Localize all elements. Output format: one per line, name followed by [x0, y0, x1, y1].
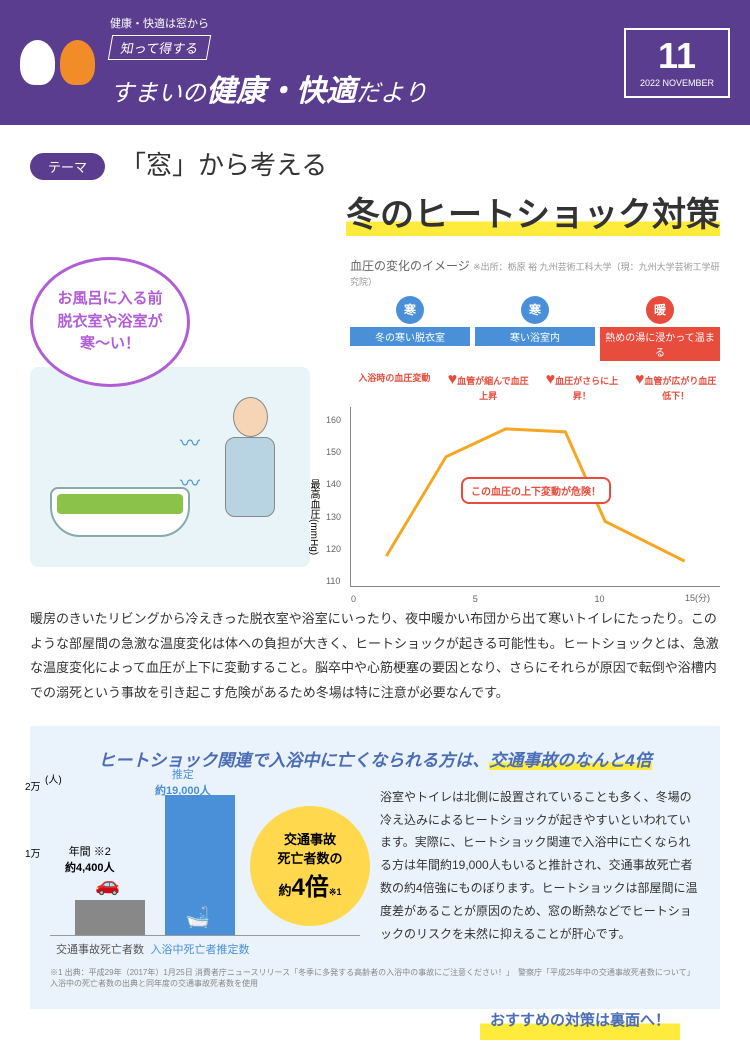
bar-caption-1: 交通事故死亡者数 [50, 941, 150, 957]
heart-icon: ♥ [546, 371, 556, 388]
phase-badge-cold-icon: 寒 [521, 296, 549, 324]
theme-row: テーマ 「窓」から考える [30, 145, 720, 182]
y-tick: 110 [326, 576, 340, 586]
y-tick: 130 [326, 512, 341, 522]
bp-label-1: ♥血管が縮んで血圧上昇 [444, 371, 533, 402]
illustration-row: お風呂に入る前 脱衣室や浴室が 寒〜い！ 〰 〰 [30, 257, 720, 587]
mascot-white-icon [20, 40, 55, 85]
circle-line2: 死亡者数の [277, 848, 342, 867]
person-body [225, 437, 275, 517]
shiver-mark-icon: 〰 [180, 427, 200, 456]
chart-title: 血圧の変化のイメージ ※出所：栃原 裕 九州芸術工科大学（現：九州大学芸術工学研… [350, 257, 720, 288]
header-date-box: 11 2022 NOVEMBER [624, 28, 730, 98]
header-small-text: 健康・快適は窓から [110, 15, 624, 31]
phase-label-3: 熱めの湯に浸かって温まる [600, 327, 720, 361]
y-tick: 140 [326, 479, 341, 489]
y-tick: 150 [326, 447, 341, 457]
bar-1-top: 年間 ※2 約4,400人 [65, 843, 115, 875]
heart-icon: ♥ [448, 371, 458, 388]
x-tick: 0 [351, 594, 356, 604]
bp-line-chart: 最高血圧(mmHg) 110 120 130 140 150 160 この血圧の… [350, 407, 720, 587]
bp-label-3: ♥血管が広がり血圧低下！ [631, 371, 720, 402]
y-mark-2: 2万 [25, 778, 41, 793]
phase-3: 暖 熱めの湯に浸かって温まる [600, 296, 720, 361]
shiver-mark-icon: 〰 [180, 467, 200, 496]
bp-chart-area: 血圧の変化のイメージ ※出所：栃原 裕 九州芸術工科大学（現：九州大学芸術工学研… [350, 257, 720, 587]
y-unit: (人) [45, 771, 62, 786]
blue-section-title: ヒートショック関連で入浴中に亡くなられる方は、交通事故のなんと4倍 [50, 746, 700, 771]
comparison-bar-chart: (人) 1万 2万 🚗 年間 ※2 約4,400人 🛁 [50, 786, 360, 957]
header-banner: 健康・快適は窓から 知って得する すまいの健康・快適だより 11 2022 NO… [0, 0, 750, 125]
bar-bath: 🛁 [165, 795, 235, 935]
phase-1: 寒 冬の寒い脱衣室 [350, 296, 470, 361]
phase-label-1: 冬の寒い脱衣室 [350, 327, 470, 346]
bubble-line1: お風呂に入る前 [57, 290, 162, 307]
y-tick: 160 [326, 415, 341, 425]
phase-labels: 寒 冬の寒い脱衣室 寒 寒い浴室内 暖 熱めの湯に浸かって温まる [350, 296, 720, 361]
bp-label-2: ♥血圧がさらに上昇！ [538, 371, 627, 402]
theme-badge: テーマ [30, 153, 105, 180]
header-tagline: 知って得する [108, 35, 212, 60]
phase-badge-warm-icon: 暖 [646, 296, 674, 324]
header-title-a: すまいの [110, 80, 206, 107]
content: テーマ 「窓」から考える 冬のヒートショック対策 お風呂に入る前 脱衣室や浴室が… [0, 125, 750, 1060]
mascot-orange-icon [60, 40, 95, 85]
person-head [233, 397, 268, 437]
x-tick: 5 [473, 594, 478, 604]
bathtub-water [57, 494, 183, 514]
circle-line1: 交通事故 [284, 829, 336, 848]
footer-cta: おすすめの対策は裏面へ！ [480, 999, 680, 1040]
chart-annotation: この血圧の上下変動が危険！ [461, 477, 611, 504]
bp-side-label: 入浴時の血圧変動 [350, 371, 439, 402]
blue-text-column: 浴室やトイレは北側に設置されていることも多く、冬場の冷え込みによるヒートショック… [380, 786, 700, 957]
y-axis-label: 最高血圧(mmHg) [306, 479, 321, 555]
page: 健康・快適は窓から 知って得する すまいの健康・快適だより 11 2022 NO… [0, 0, 750, 1060]
chart-title-text: 血圧の変化のイメージ [350, 259, 470, 273]
bubble-line3: 寒〜い！ [80, 335, 140, 352]
bar-2-top: 推定 約19,000人 [155, 766, 211, 798]
source-note: ※1 出典：平成29年（2017年）1月25日 消費者庁ニュースリリース「冬季に… [50, 967, 700, 989]
y-tick: 120 [326, 544, 341, 554]
header-text: 健康・快適は窓から 知って得する すまいの健康・快適だより [110, 15, 624, 110]
bar-captions: 交通事故死亡者数 入浴中死亡者推定数 [50, 941, 360, 957]
header-year: 2022 NOVEMBER [640, 78, 714, 88]
blue-title-b: 交通事故のなんと4倍 [489, 751, 651, 770]
mascot-group [20, 40, 95, 85]
header-title: すまいの健康・快適だより [110, 66, 624, 110]
bubble-line2: 脱衣室や浴室が [57, 313, 162, 330]
header-title-c: だより [356, 80, 428, 107]
phase-2: 寒 寒い浴室内 [475, 296, 595, 361]
bar-caption-2: 入浴中死亡者推定数 [150, 941, 250, 957]
car-icon: 🚗 [95, 872, 120, 897]
y-mark-1: 1万 [25, 845, 41, 860]
heart-icon: ♥ [635, 371, 645, 388]
x-tick: 15(分) [685, 591, 710, 604]
speech-bubble: お風呂に入る前 脱衣室や浴室が 寒〜い！ [30, 257, 190, 387]
illustration-left: お風呂に入る前 脱衣室や浴室が 寒〜い！ 〰 〰 [30, 257, 330, 587]
header-title-b: 健康・快適 [206, 75, 356, 108]
x-tick: 10 [595, 594, 605, 604]
phase-badge-cold-icon: 寒 [396, 296, 424, 324]
header-month: 11 [640, 38, 714, 74]
blue-row: (人) 1万 2万 🚗 年間 ※2 約4,400人 🛁 [50, 786, 700, 957]
blue-section: ヒートショック関連で入浴中に亡くなられる方は、交通事故のなんと4倍 (人) 1万… [30, 726, 720, 1009]
phase-label-2: 寒い浴室内 [475, 327, 595, 346]
circle-line3: 約4倍※1 [279, 867, 342, 902]
bathtub-icon [50, 487, 190, 537]
bp-labels: 入浴時の血圧変動 ♥血管が縮んで血圧上昇 ♥血圧がさらに上昇！ ♥血管が広がり血… [350, 371, 720, 402]
circle-badge: 交通事故 死亡者数の 約4倍※1 [250, 806, 370, 926]
bath-illustration: 〰 〰 [30, 367, 310, 567]
theme-title-1: 「窓」から考える [120, 145, 327, 182]
person-icon [210, 397, 290, 547]
theme-title-2: 冬のヒートショック対策 [346, 187, 720, 236]
bath-icon: 🛁 [185, 905, 210, 930]
bar-traffic: 🚗 [75, 900, 145, 935]
body-paragraph: 暖房のきいたリビングから冷えきった脱衣室や浴室にいったり、夜中暖かい布団から出て… [30, 607, 720, 706]
